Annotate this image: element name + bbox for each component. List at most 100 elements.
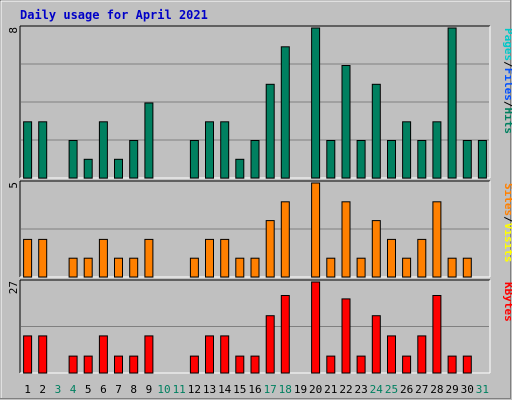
panel-legend: Sites/Visits bbox=[502, 183, 512, 263]
bar bbox=[387, 140, 396, 179]
bar bbox=[23, 335, 33, 374]
bar bbox=[447, 355, 457, 374]
bar bbox=[83, 158, 93, 179]
x-tick-label: 25 bbox=[385, 383, 398, 396]
kbytes-panel: 27 KBytes bbox=[7, 279, 512, 374]
bar bbox=[235, 158, 245, 179]
x-tick-label: 5 bbox=[85, 383, 92, 396]
bar bbox=[371, 220, 381, 278]
x-tick-label: 7 bbox=[115, 383, 122, 396]
bar bbox=[417, 335, 427, 374]
bar bbox=[356, 355, 366, 374]
bar bbox=[83, 355, 93, 374]
bar bbox=[114, 257, 123, 278]
bar bbox=[311, 182, 321, 278]
x-tick-label: 22 bbox=[339, 383, 352, 396]
bar bbox=[265, 315, 275, 374]
bar bbox=[356, 140, 366, 179]
y-max-label: 5 bbox=[7, 182, 20, 189]
bar bbox=[144, 102, 154, 179]
bar bbox=[265, 83, 275, 179]
x-axis-day-labels: 1 2 3 4 5 6 7 8 9 10 11 12 13 14 15 16 17 18 19 20 21 22 23 24 2… bbox=[24, 383, 489, 396]
bar bbox=[417, 238, 427, 278]
bar bbox=[280, 46, 290, 179]
bar bbox=[356, 257, 366, 278]
x-tick-label: 14 bbox=[218, 383, 232, 396]
panel-legend: KBytes bbox=[502, 282, 512, 322]
x-tick-label: 29 bbox=[445, 383, 458, 396]
x-tick-label: 27 bbox=[415, 383, 428, 396]
bar bbox=[23, 121, 33, 179]
legend-entry: / bbox=[502, 61, 512, 68]
legend-entry: Sites bbox=[502, 183, 512, 216]
legend-entry: / bbox=[502, 216, 512, 223]
x-tick-label: 30 bbox=[461, 383, 474, 396]
y-max-label: 27 bbox=[7, 281, 20, 294]
x-tick-label: 31 bbox=[476, 383, 489, 396]
bar bbox=[280, 295, 290, 374]
x-tick-label: 1 bbox=[24, 383, 31, 396]
bar bbox=[402, 257, 412, 278]
bar bbox=[68, 140, 78, 179]
x-tick-label: 12 bbox=[188, 383, 201, 396]
bar bbox=[235, 257, 245, 278]
bar bbox=[462, 140, 472, 179]
bar bbox=[220, 121, 230, 179]
bar bbox=[23, 238, 33, 278]
bar bbox=[265, 220, 275, 278]
x-tick-label: 8 bbox=[130, 383, 137, 396]
bar bbox=[432, 295, 442, 374]
bar bbox=[341, 65, 351, 179]
bar bbox=[402, 355, 412, 374]
bar bbox=[311, 281, 321, 374]
x-tick-label: 20 bbox=[309, 383, 322, 396]
bar bbox=[250, 355, 260, 374]
bar bbox=[98, 121, 108, 179]
bar bbox=[447, 257, 457, 278]
bar bbox=[129, 140, 139, 179]
bar bbox=[432, 121, 442, 179]
bar bbox=[341, 201, 351, 278]
bar bbox=[250, 140, 260, 179]
bar bbox=[189, 140, 199, 179]
x-tick-label: 28 bbox=[430, 383, 443, 396]
bar bbox=[417, 140, 427, 179]
bar bbox=[326, 257, 336, 278]
bar bbox=[311, 27, 321, 179]
x-tick-label: 3 bbox=[55, 383, 62, 396]
bar bbox=[402, 121, 412, 179]
visits-panel: 5 Sites/Visits bbox=[7, 180, 512, 278]
legend-entry: KBytes bbox=[502, 282, 512, 322]
bar bbox=[250, 257, 260, 278]
bar bbox=[129, 355, 139, 374]
x-tick-label: 17 bbox=[264, 383, 277, 396]
x-tick-label: 26 bbox=[400, 383, 413, 396]
bar bbox=[235, 355, 245, 374]
x-tick-label: 23 bbox=[354, 383, 367, 396]
y-max-label: 8 bbox=[7, 27, 20, 34]
bar bbox=[387, 335, 396, 374]
bar bbox=[205, 238, 214, 278]
x-tick-label: 13 bbox=[203, 383, 216, 396]
bar bbox=[326, 355, 336, 374]
bar bbox=[220, 335, 230, 374]
bar bbox=[38, 238, 48, 278]
x-tick-label: 10 bbox=[157, 383, 170, 396]
legend-entry: Pages bbox=[502, 28, 512, 61]
bar bbox=[462, 257, 472, 278]
bar bbox=[189, 355, 199, 374]
bar bbox=[326, 140, 336, 179]
x-tick-label: 24 bbox=[370, 383, 384, 396]
bar bbox=[371, 83, 381, 179]
bar bbox=[98, 238, 108, 278]
bar bbox=[432, 201, 442, 278]
x-tick-label: 15 bbox=[233, 383, 246, 396]
bar bbox=[83, 257, 93, 278]
bar bbox=[205, 335, 214, 374]
x-tick-label: 6 bbox=[100, 383, 107, 396]
bar bbox=[189, 257, 199, 278]
chart-title: Daily usage for April 2021 bbox=[20, 8, 208, 22]
bar bbox=[38, 121, 48, 179]
